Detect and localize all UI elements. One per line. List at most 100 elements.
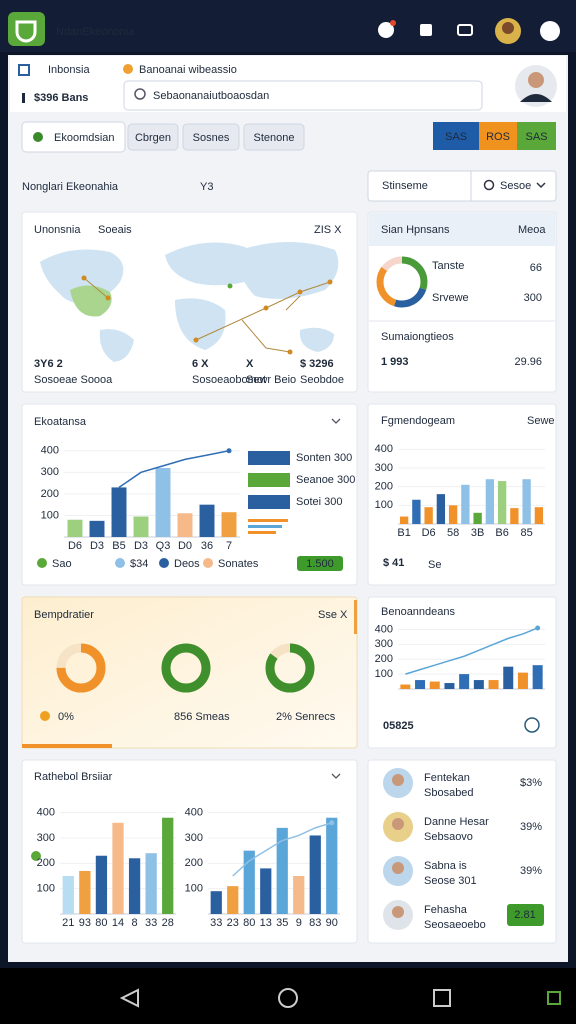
donut-label: 856 Smeas — [174, 711, 230, 723]
bar — [326, 817, 338, 914]
bar — [111, 487, 127, 537]
header-stat: $396 Bans — [34, 92, 88, 104]
action-label[interactable]: SAS — [445, 131, 467, 143]
action-button[interactable] — [433, 122, 479, 150]
bar — [67, 519, 83, 537]
activity-chevron[interactable] — [331, 418, 341, 424]
nav-back[interactable] — [119, 988, 139, 1008]
stat-value: $ 3296 — [300, 358, 334, 370]
stat-value: X — [246, 358, 254, 370]
action-label[interactable]: ROS — [486, 131, 510, 143]
y-tick-label: 100 — [375, 499, 393, 511]
button-label[interactable]: 1.500 — [306, 558, 334, 570]
tab[interactable] — [182, 123, 240, 151]
tab-label[interactable]: Stenone — [254, 132, 295, 144]
bar — [145, 853, 157, 914]
flag-icon[interactable] — [420, 24, 432, 36]
x-tick-label: D6 — [422, 527, 436, 539]
person-face — [392, 818, 404, 830]
card-corner: Sewe — [527, 415, 555, 427]
y-tick-label: 400 — [37, 807, 55, 819]
sort-chevron — [536, 182, 546, 189]
card-title: Fgmendogeam — [381, 415, 455, 427]
bar — [444, 683, 455, 689]
activity-button[interactable] — [297, 556, 343, 571]
nav-extra[interactable] — [547, 991, 561, 1005]
tab[interactable] — [243, 123, 305, 151]
growth-card — [367, 596, 557, 749]
bar — [473, 512, 482, 524]
y-tick-label: 300 — [41, 466, 59, 478]
activity-card — [21, 403, 358, 586]
legend-label: $34 — [130, 558, 148, 570]
tab-label[interactable]: Sosnes — [193, 132, 230, 144]
bar — [133, 516, 149, 537]
stat-value: 3Y6 2 — [34, 358, 63, 370]
bar — [62, 876, 74, 914]
x-tick-label: 36 — [201, 540, 213, 552]
x-tick-label: B6 — [495, 527, 508, 539]
filter-label[interactable]: Stinseme — [382, 180, 428, 192]
x-tick-label: B1 — [397, 527, 410, 539]
search-box[interactable] — [123, 80, 483, 111]
y-tick-label: 200 — [41, 488, 59, 500]
trend-line — [232, 822, 332, 877]
summary-rate: 29.96 — [514, 356, 542, 368]
notify-icon[interactable] — [378, 22, 394, 38]
sort-icon — [483, 179, 495, 191]
help-icon[interactable] — [540, 21, 560, 41]
donut-segment — [376, 256, 428, 308]
nav-home[interactable] — [278, 988, 298, 1008]
person-sub: Seose 301 — [424, 875, 477, 887]
bar — [276, 827, 288, 914]
tab-label[interactable]: Ekoomdsian — [54, 132, 115, 144]
x-tick-label: 33 — [210, 917, 222, 929]
list-label: Sonten 300 — [296, 452, 352, 464]
top-bar — [0, 0, 576, 52]
bar — [155, 468, 171, 537]
card-link[interactable]: Meoa — [518, 224, 546, 236]
card-corner: Sse X — [318, 609, 348, 621]
x-tick-label: 35 — [276, 917, 288, 929]
x-tick-label: 83 — [309, 917, 321, 929]
bar — [429, 681, 440, 689]
action-button[interactable] — [517, 122, 556, 150]
card-title: Unonsnia — [34, 224, 81, 236]
wallet-icon[interactable] — [457, 24, 473, 36]
person-face — [392, 774, 404, 786]
trend-line — [118, 450, 230, 489]
list-label: Seanoe 300 — [296, 474, 355, 486]
bar — [112, 822, 124, 914]
bar — [243, 850, 255, 914]
nav-recent[interactable] — [433, 989, 451, 1007]
y-tick-label: 400 — [375, 443, 393, 455]
trend-line — [405, 627, 538, 675]
filter-box[interactable] — [367, 170, 557, 202]
refresh-icon[interactable] — [524, 717, 540, 733]
sort-label[interactable]: Sesoe — [500, 180, 531, 192]
stat-label: Sosoeae Soooa — [34, 374, 113, 386]
person-button[interactable] — [507, 904, 544, 926]
x-tick-label: 21 — [62, 917, 74, 929]
y-tick-label: 300 — [37, 832, 55, 844]
growth-amount: 05825 — [383, 720, 414, 732]
tab[interactable] — [21, 121, 126, 153]
action-label[interactable]: SAS — [525, 131, 547, 143]
search-placeholder[interactable]: Sebaonanaiutboaosdan — [153, 90, 269, 102]
card-title: Bempdratier — [34, 609, 94, 621]
bar — [400, 684, 411, 689]
action-button[interactable] — [479, 122, 517, 150]
legend-name: Srvewe — [432, 292, 469, 304]
person-amount[interactable]: 2.81 — [514, 909, 535, 921]
x-tick-label: 58 — [447, 527, 459, 539]
summary-header — [369, 213, 555, 246]
legend-value: 66 — [530, 262, 542, 274]
bar — [532, 665, 543, 689]
list-stripe — [248, 519, 288, 522]
legend-label: Deos — [174, 558, 200, 570]
x-tick-label: 14 — [112, 917, 124, 929]
balance-chevron[interactable] — [331, 773, 341, 779]
bar — [399, 516, 409, 524]
tab[interactable] — [127, 123, 179, 151]
tab-label[interactable]: Cbrgen — [135, 132, 171, 144]
